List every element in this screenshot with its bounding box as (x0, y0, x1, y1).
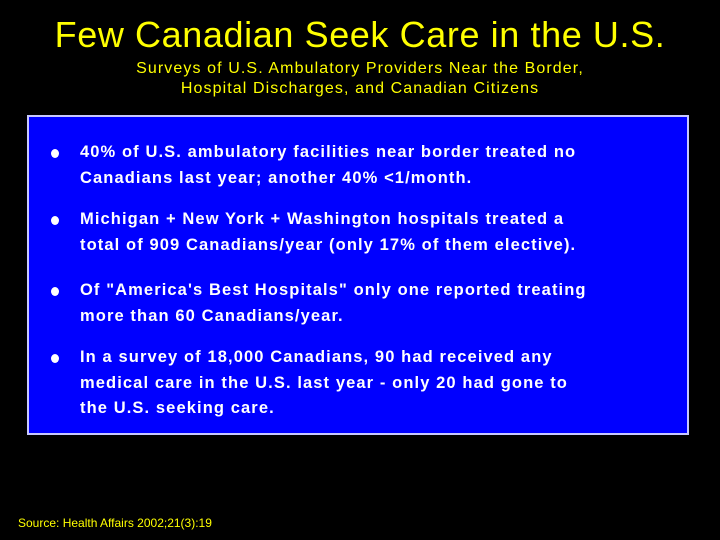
bullet-dot (51, 216, 59, 225)
bullet-text: Canadians last year; another 40% <1/mont… (80, 168, 473, 187)
subtitle-line: Surveys of U.S. Ambulatory Providers Nea… (136, 60, 584, 77)
bullet-text: total of 909 Canadians/year (only 17% of… (80, 235, 577, 254)
bullet-text: In a survey of 18,000 Canadians, 90 had … (80, 348, 553, 366)
content-box (27, 115, 689, 435)
bullet-text: Michigan + New York + Washington hospita… (80, 210, 565, 228)
subtitle-line: Hospital Discharges, and Canadian Citize… (180, 80, 540, 97)
bullet-text: medical care in the U.S. last year - onl… (80, 373, 568, 392)
bullet-dot (51, 287, 59, 296)
bullet-text: the U.S. seeking care. (80, 399, 275, 417)
slide-title: Few Canadian Seek Care in the U.S. (54, 14, 666, 55)
bullet-text: 40% of U.S. ambulatory facilities near b… (80, 143, 577, 161)
source-note: Source: Health Affairs 2002;21(3):19 (18, 516, 212, 530)
bullet-text: more than 60 Canadians/year. (80, 306, 344, 325)
bullet-dot (51, 354, 59, 363)
bullet-text: Of "America's Best Hospitals" only one r… (80, 281, 587, 299)
bullet-dot (51, 149, 59, 158)
